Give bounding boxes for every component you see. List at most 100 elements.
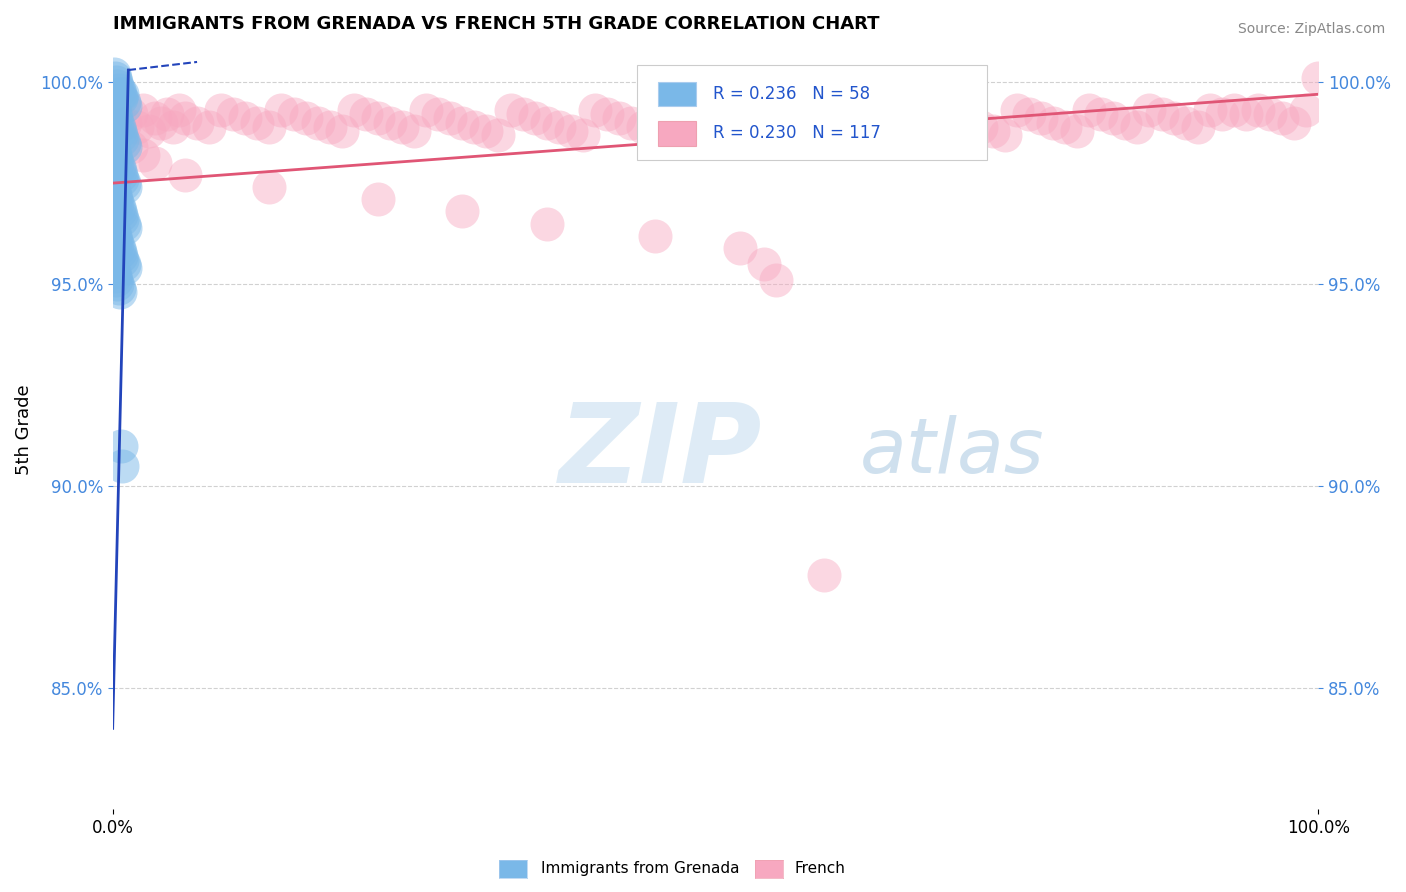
Point (103, 67, 125, 81)
Point (1054, 120, 1077, 134)
Point (103, 225, 125, 239)
Point (138, 123, 160, 137)
FancyBboxPatch shape (658, 82, 696, 106)
Text: IMMIGRANTS FROM GRENADA VS FRENCH 5TH GRADE CORRELATION CHART: IMMIGRANTS FROM GRENADA VS FRENCH 5TH GR… (112, 15, 879, 33)
Point (752, 257, 775, 271)
Point (475, 123, 498, 137)
Point (1211, 107, 1233, 121)
Point (1150, 107, 1173, 121)
Point (367, 192, 389, 206)
Point (463, 120, 485, 134)
Point (1078, 103, 1101, 118)
Point (108, 285, 131, 300)
Point (105, 192, 128, 206)
Point (1247, 103, 1270, 118)
Point (110, 249, 132, 263)
Point (1308, 71, 1330, 86)
Point (108, 204, 131, 219)
Point (186, 115, 208, 129)
Point (259, 120, 281, 134)
Point (825, 128, 848, 142)
Point (1223, 103, 1246, 118)
Point (132, 103, 155, 118)
Text: Source: ZipAtlas.com: Source: ZipAtlas.com (1237, 22, 1385, 37)
Point (114, 260, 136, 275)
Point (921, 103, 943, 118)
Point (860, 112, 883, 126)
Text: ZIP: ZIP (558, 399, 762, 506)
Point (107, 277, 129, 291)
Point (294, 112, 316, 126)
Point (970, 120, 993, 134)
Point (560, 123, 582, 137)
Point (1018, 107, 1040, 121)
Point (107, 115, 129, 129)
Point (103, 184, 125, 198)
Point (415, 103, 437, 118)
Point (644, 123, 666, 137)
Point (143, 112, 166, 126)
Point (318, 120, 340, 134)
Point (114, 99, 136, 113)
FancyBboxPatch shape (658, 121, 696, 145)
Point (132, 148, 155, 162)
Point (994, 128, 1017, 142)
Point (800, 120, 823, 134)
Point (174, 112, 197, 126)
Point (110, 168, 132, 182)
Point (1258, 107, 1281, 121)
Point (681, 107, 703, 121)
Point (451, 115, 474, 129)
Point (1126, 120, 1149, 134)
Text: R = 0.236   N = 58: R = 0.236 N = 58 (713, 85, 870, 103)
Point (1234, 107, 1257, 121)
Point (283, 107, 305, 121)
Point (108, 123, 131, 137)
Point (343, 103, 366, 118)
Point (111, 131, 134, 145)
Point (765, 107, 787, 121)
Text: Immigrants from Grenada: Immigrants from Grenada (541, 862, 740, 876)
Point (1198, 103, 1220, 118)
Point (120, 140, 142, 154)
Point (111, 252, 134, 267)
Point (107, 200, 129, 214)
Point (120, 107, 142, 121)
Point (174, 168, 197, 182)
Point (765, 273, 787, 287)
Point (536, 115, 558, 129)
Point (105, 233, 128, 247)
Point (884, 120, 907, 134)
Point (536, 217, 558, 231)
Point (110, 439, 132, 453)
Point (1005, 103, 1028, 118)
Point (107, 236, 129, 251)
Point (111, 87, 134, 102)
Point (107, 160, 129, 174)
Text: atlas: atlas (860, 416, 1045, 490)
Point (307, 115, 329, 129)
Point (233, 112, 256, 126)
Point (149, 115, 172, 129)
Point (105, 112, 128, 126)
Point (572, 128, 595, 142)
Point (1187, 120, 1209, 134)
Point (741, 128, 763, 142)
Point (981, 123, 1004, 137)
Point (107, 83, 129, 97)
Point (512, 107, 534, 121)
Point (752, 103, 775, 118)
Y-axis label: 5th Grade: 5th Grade (15, 384, 32, 475)
Point (111, 212, 134, 227)
Point (330, 123, 353, 137)
Point (156, 107, 179, 121)
Point (103, 265, 125, 279)
Point (934, 107, 956, 121)
Point (391, 120, 413, 134)
Point (114, 220, 136, 235)
Point (378, 115, 401, 129)
Point (112, 176, 135, 190)
Point (107, 156, 129, 170)
Point (849, 107, 872, 121)
Point (728, 241, 751, 255)
